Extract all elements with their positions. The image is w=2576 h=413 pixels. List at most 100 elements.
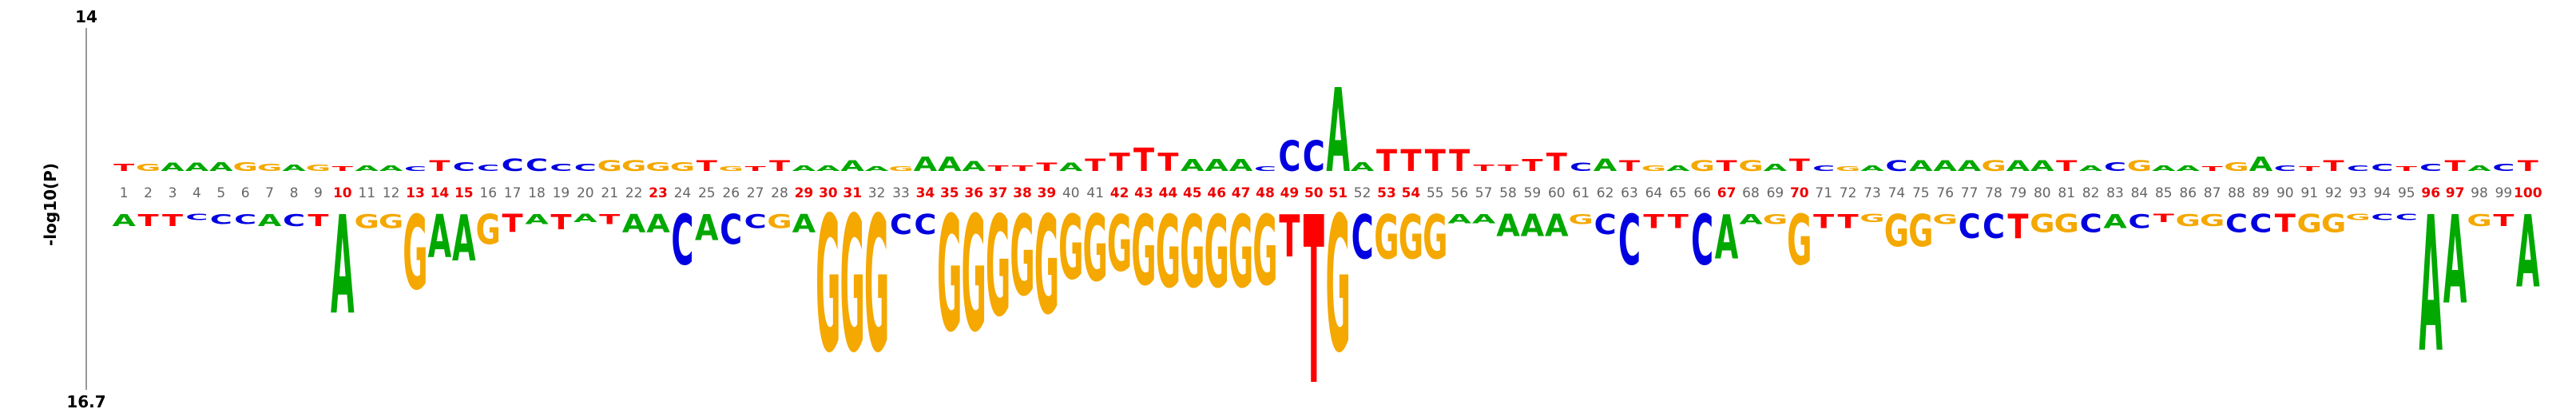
tick-label: 76 (1936, 185, 1954, 201)
top-base-glyph: C (2274, 164, 2296, 173)
tick-label-group: 1 2 3 4 5 6 7 8 9 10 11 12 13 14 15 16 17 18 19 20 21 22 23 24 2… (120, 185, 2542, 201)
tick-label: 99 (2495, 185, 2513, 201)
tick-label: 66 (1693, 185, 1711, 201)
bottom-base-glyph: A (646, 210, 670, 239)
tick-label: 91 (2300, 185, 2318, 201)
bottom-base-glyph: A (1472, 212, 1496, 226)
top-base-glyph: T (1012, 164, 1033, 173)
top-base-glyph: T (1425, 144, 1446, 178)
bottom-base-glyph: A (2516, 195, 2540, 311)
tick-label: 38 (1013, 185, 1032, 201)
bottom-base-glyph: C (234, 211, 256, 227)
tick-label: 80 (2034, 185, 2051, 201)
bottom-base-glyph: G (1156, 195, 1181, 311)
top-base-glyph: C (1278, 132, 1300, 181)
tick-label: 93 (2349, 185, 2367, 201)
tick-label: 1 (120, 185, 129, 201)
tick-label: 18 (528, 185, 546, 201)
bottom-base-glyph: G (1763, 211, 1788, 227)
bottom-base-glyph: G (1107, 200, 1132, 289)
tick-label: 45 (1183, 185, 1202, 201)
bottom-base-glyph: G (1908, 206, 1933, 257)
top-base-glyph: T (1546, 149, 1567, 177)
top-base-glyph: T (1619, 157, 1641, 175)
top-base-glyph: T (2299, 165, 2320, 173)
top-base-glyph: G (1981, 157, 2006, 175)
tick-label: 67 (1717, 185, 1737, 201)
bottom-base-glyph: G (1180, 195, 1205, 311)
top-base-glyph: C (2419, 162, 2442, 173)
tick-label: 73 (1864, 185, 1881, 201)
top-base-glyph: C (526, 155, 548, 175)
top-base-glyph: A (161, 161, 185, 173)
top-base-glyph: G (233, 160, 258, 174)
top-base-glyph: A (1860, 164, 1884, 173)
top-base-glyph: A (1229, 157, 1253, 175)
top-base-glyph: A (209, 160, 233, 174)
top-base-glyph: G (1690, 157, 1715, 175)
tick-label: 64 (1645, 185, 1663, 201)
tick-label: 17 (504, 185, 522, 201)
top-base-glyph: G (1641, 164, 1666, 173)
bottom-base-glyph: G (1569, 211, 1594, 227)
bottom-base-glyph: T (502, 210, 523, 239)
tick-label: 29 (795, 185, 814, 201)
bottom-base-glyph: G (403, 196, 427, 314)
tick-label: 11 (358, 185, 375, 201)
tick-label: 32 (868, 185, 886, 201)
tick-label: 62 (1597, 185, 1614, 201)
top-base-glyph: T (2056, 157, 2078, 175)
top-base-glyph: C (1303, 132, 1325, 181)
tick-label: 81 (2058, 185, 2075, 201)
tick-label: 40 (1062, 185, 1080, 201)
bottom-base-glyph: G (2054, 210, 2079, 239)
bottom-base-glyph: G (2030, 210, 2054, 239)
tick-label: 88 (2228, 185, 2245, 201)
tick-label: 27 (747, 185, 764, 201)
top-base-glyph: A (185, 161, 210, 173)
tick-label: 60 (1548, 185, 1566, 201)
bottom-base-glyph: G (2345, 212, 2370, 222)
bottom-base-glyph: A (112, 211, 136, 230)
tick-label: 2 (144, 185, 153, 201)
bottom-base-glyph: A (452, 201, 476, 276)
tick-label: 70 (1790, 185, 1809, 201)
tick-label: 34 (916, 185, 935, 201)
top-base-glyph: A (282, 163, 306, 173)
bottom-base-glyph: A (622, 210, 646, 239)
bottom-base-glyph: C (1594, 208, 1617, 241)
bottom-base-glyph: G (864, 178, 889, 395)
tick-label: 31 (843, 185, 862, 201)
bottom-base-glyph: T (599, 211, 621, 227)
tick-label: 84 (2131, 185, 2149, 201)
bottom-base-glyph: A (2443, 191, 2467, 332)
tick-label: 42 (1110, 185, 1129, 201)
top-base-glyph: G (306, 163, 331, 173)
top-base-glyph: C (1254, 165, 1276, 173)
bottom-base-glyph: G (1034, 187, 1059, 344)
bottom-base-glyph: T (1304, 169, 1324, 413)
top-base-glyph: G (2224, 160, 2249, 174)
top-base-glyph: C (502, 155, 524, 175)
top-base-glyph: A (914, 153, 938, 176)
top-base-glyph: T (429, 157, 451, 175)
bottom-base-glyph: C (2225, 210, 2248, 239)
tick-label: 54 (1402, 185, 1421, 201)
top-base-glyph: T (2396, 165, 2417, 173)
bottom-base-glyph: G (767, 210, 792, 233)
top-base-glyph: C (2492, 162, 2514, 173)
bottom-base-glyph: A (1521, 208, 1545, 244)
top-base-glyph: A (2079, 164, 2103, 173)
tick-label: 87 (2204, 185, 2221, 201)
bottom-base-glyph: C (1959, 208, 1981, 247)
tick-label: 47 (1232, 185, 1251, 201)
top-base-glyph: G (719, 165, 744, 173)
top-base-glyph: A (865, 165, 889, 173)
top-base-glyph: C (550, 162, 572, 173)
tick-label: 44 (1159, 185, 1178, 201)
tick-label: 16 (479, 185, 497, 201)
bottom-base-glyph: G (2321, 210, 2346, 239)
top-base-glyph: C (1570, 161, 1592, 173)
top-base-glyph: A (840, 157, 865, 175)
